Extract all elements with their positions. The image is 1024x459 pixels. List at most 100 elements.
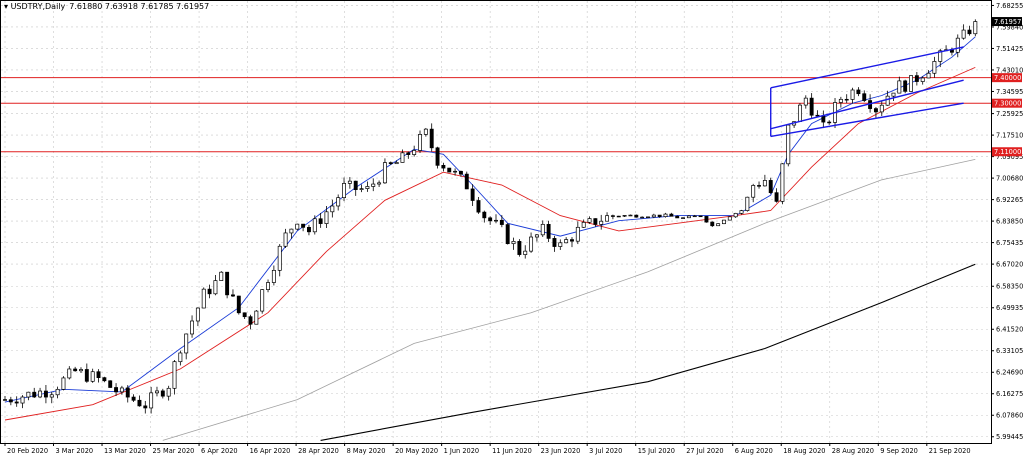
candle <box>342 177 346 202</box>
candle-body-down <box>470 188 475 201</box>
candle-body-up <box>377 182 382 185</box>
candle-body-down <box>634 214 639 218</box>
x-tick-label: 1 Jun 2020 <box>444 447 479 455</box>
x-tick-label: 28 Aug 2020 <box>832 447 874 455</box>
candle-body-up <box>38 390 43 398</box>
candle-body-up <box>394 162 399 165</box>
y-tick-label: 7.51425 <box>996 45 1023 53</box>
candle-body-up <box>879 104 884 113</box>
candle <box>873 107 878 119</box>
candle-body-up <box>780 163 785 202</box>
candle-body-up <box>727 216 732 221</box>
candle <box>675 215 680 219</box>
channel-line <box>770 102 964 138</box>
candle <box>739 209 744 215</box>
candle-body-down <box>429 128 434 149</box>
y-tick-label: 6.75435 <box>996 239 1023 247</box>
candle <box>271 265 276 286</box>
candle <box>447 167 452 173</box>
candle-body-up <box>418 134 422 151</box>
x-tick-label: 28 Apr 2020 <box>298 447 339 455</box>
candle-body-down <box>827 121 832 124</box>
candle-body-down <box>967 29 972 35</box>
candle-body-up <box>371 183 376 187</box>
candle-body-up <box>119 387 124 393</box>
candle <box>727 216 732 221</box>
candle <box>862 90 867 103</box>
candle-body-up <box>692 215 697 218</box>
candle-body-up <box>955 37 960 53</box>
candle <box>306 224 311 236</box>
candle <box>388 161 393 165</box>
candle-body-down <box>570 239 574 242</box>
candle-body-up <box>762 180 767 187</box>
candle <box>751 183 756 203</box>
candle <box>394 160 399 165</box>
candle-body-up <box>722 219 726 225</box>
candle <box>184 333 189 360</box>
x-tick-label: 21 Sep 2020 <box>929 447 971 455</box>
level-label: 7.30000 <box>994 100 1021 108</box>
x-tick-label: 11 Jun 2020 <box>492 447 532 455</box>
candle <box>55 386 60 399</box>
y-tick-label: 6.41520 <box>996 326 1023 334</box>
candle-body-down <box>231 294 235 297</box>
candle-body-down <box>476 200 481 213</box>
candle-body-down <box>207 288 212 295</box>
candle <box>96 369 101 383</box>
candle <box>254 310 259 325</box>
candle-body-up <box>213 280 218 295</box>
candle-body-down <box>546 223 551 239</box>
ema-mid-line <box>4 66 976 421</box>
x-tick-label: 9 Sep 2020 <box>880 447 918 455</box>
y-tick-label: 7.43010 <box>996 66 1023 74</box>
candle <box>646 216 650 219</box>
candle <box>511 237 516 250</box>
price-axis: 7.68255 7.59840 7.51425 7.43010 7.34595 7.259… <box>991 2 1023 441</box>
candle-body-up <box>277 245 282 271</box>
y-tick-label: 7.09095 <box>996 153 1023 161</box>
candle <box>505 223 510 245</box>
candle <box>8 396 13 406</box>
candle-body-up <box>166 387 171 397</box>
candle <box>488 216 493 225</box>
candle <box>131 394 136 402</box>
candle <box>453 168 458 176</box>
candle <box>716 223 721 227</box>
candle <box>458 170 463 177</box>
chart-header: ▾ USDTRY,Daily 7.61880 7.63918 7.61785 7.… <box>4 2 209 11</box>
candle <box>774 188 779 203</box>
candle <box>797 103 802 122</box>
candle-body-up <box>260 289 265 312</box>
candle <box>26 391 31 401</box>
candle <box>178 350 183 366</box>
candle-body-up <box>365 186 370 189</box>
dropdown-arrow-icon[interactable]: ▾ <box>4 2 11 11</box>
candle-body-up <box>797 104 802 122</box>
candle <box>692 214 697 218</box>
candle <box>973 19 978 37</box>
candle-body-down <box>610 215 615 217</box>
candle-body-up <box>155 390 159 394</box>
candle-body-down <box>821 115 826 123</box>
candle <box>172 359 177 395</box>
candle-body-down <box>96 371 101 379</box>
y-tick-label: 6.16275 <box>996 390 1023 398</box>
candle-body-up <box>90 371 95 382</box>
candle <box>84 363 89 383</box>
candle-body-down <box>862 93 867 101</box>
candle <box>920 76 925 85</box>
candle-body-up <box>312 218 317 233</box>
candle-body-down <box>388 162 393 165</box>
candle-body-up <box>786 124 791 165</box>
candle-body-up <box>149 392 154 409</box>
candle-body-up <box>453 170 458 173</box>
trend-channel <box>770 46 964 138</box>
candle <box>248 314 253 330</box>
candle <box>932 56 937 78</box>
candle <box>73 366 78 372</box>
candle <box>640 216 645 219</box>
candle-body-down <box>710 221 715 227</box>
candle-body-down <box>32 391 37 398</box>
candle <box>809 93 814 118</box>
